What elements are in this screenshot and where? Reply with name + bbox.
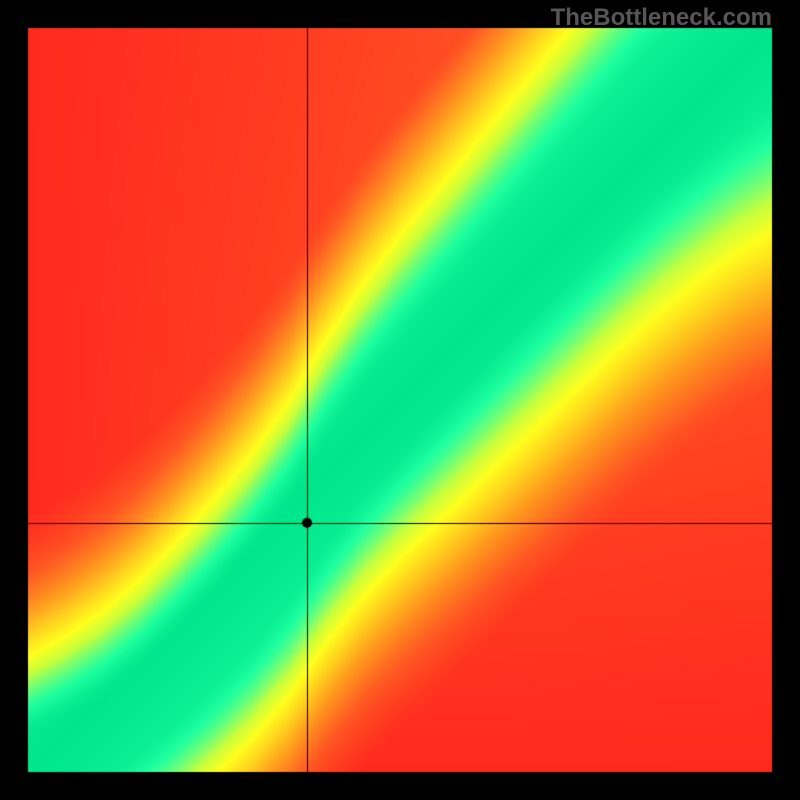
bottleneck-heatmap [0, 0, 800, 800]
watermark-text: TheBottleneck.com [551, 4, 772, 32]
